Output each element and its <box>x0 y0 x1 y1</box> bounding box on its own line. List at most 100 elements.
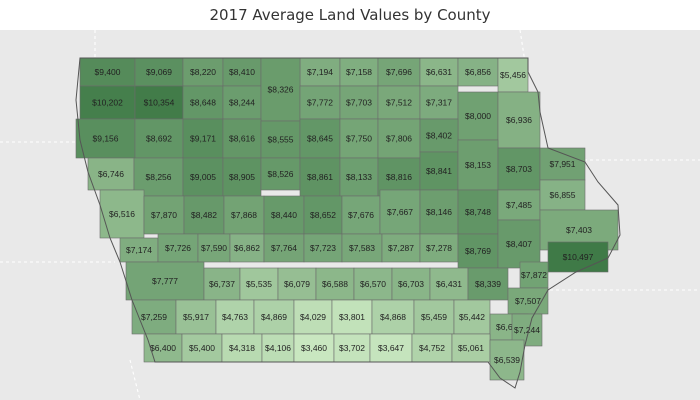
state-border-line <box>129 359 141 400</box>
county-r8c6[interactable] <box>331 299 373 335</box>
county-value-label: $8,905 <box>229 172 255 182</box>
county-value-label: $7,158 <box>346 67 372 77</box>
county-r2c4[interactable] <box>222 85 262 120</box>
county-r6c2[interactable] <box>157 233 199 263</box>
county-value-label: $5,061 <box>458 343 484 353</box>
county-r4c3[interactable] <box>182 157 224 197</box>
county-value-label: $5,442 <box>459 312 485 322</box>
county-r4c10[interactable] <box>457 139 499 191</box>
county-r9c5[interactable] <box>293 333 335 363</box>
county-r4c9[interactable] <box>419 151 459 191</box>
county-r8c7[interactable] <box>371 299 415 335</box>
county-r5c10[interactable] <box>457 189 499 235</box>
county-value-label: $8,748 <box>465 207 491 217</box>
county-r6c11[interactable] <box>497 219 541 269</box>
county-r6c6[interactable] <box>303 233 343 263</box>
county-r6c7[interactable] <box>341 233 383 263</box>
county-r1c1[interactable] <box>79 57 136 87</box>
county-r2c11[interactable] <box>497 91 541 149</box>
county-value-label: $8,648 <box>190 98 216 108</box>
county-value-label: $7,703 <box>346 98 372 108</box>
county-value-label: $7,696 <box>386 67 412 77</box>
county-value-label: $8,555 <box>268 135 294 145</box>
county-value-label: $3,801 <box>339 312 365 322</box>
county-r8c8[interactable] <box>413 299 455 335</box>
county-r5c7[interactable] <box>341 195 381 235</box>
county-r4c4[interactable] <box>222 157 262 197</box>
county-r9c10[interactable] <box>489 339 525 381</box>
county-r1c5[interactable] <box>299 57 341 87</box>
county-r6c13[interactable] <box>519 261 549 289</box>
county-r7c9[interactable] <box>467 267 509 301</box>
county-r1c4[interactable] <box>222 57 262 87</box>
county-r1c9[interactable] <box>457 57 499 87</box>
county-value-label: $8,256 <box>146 172 172 182</box>
county-r7c8[interactable] <box>429 267 469 301</box>
county-r6c8[interactable] <box>381 233 421 263</box>
county-r6c9[interactable] <box>419 233 459 263</box>
county-value-label: $6,696 <box>496 322 522 332</box>
county-value-label: $6,631 <box>426 67 452 77</box>
county-value-label: $9,171 <box>190 134 216 144</box>
county-r2c3[interactable] <box>182 85 224 120</box>
county-r5c9[interactable] <box>419 189 459 235</box>
county-r6c10[interactable] <box>457 233 499 269</box>
county-r9c3[interactable] <box>221 333 263 363</box>
county-value-label: $10,354 <box>144 98 175 108</box>
county-value-label: $7,868 <box>231 210 257 220</box>
county-r3c3[interactable] <box>182 118 224 159</box>
county-value-label: $4,029 <box>300 312 326 322</box>
county-r3c7[interactable] <box>339 118 379 159</box>
county-r6c4[interactable] <box>229 233 265 263</box>
county-r2c5[interactable] <box>260 57 301 122</box>
map-title: 2017 Average Land Values by County <box>0 0 700 30</box>
county-r4c1[interactable] <box>87 157 135 191</box>
county-r5c6[interactable] <box>303 195 343 235</box>
county-r3c1[interactable] <box>75 118 136 159</box>
county-value-label: $4,763 <box>222 312 248 322</box>
county-value-label: $5,459 <box>421 312 447 322</box>
county-value-label: $6,539 <box>494 355 520 365</box>
county-r8c2[interactable] <box>175 299 217 335</box>
county-value-label: $7,870 <box>151 210 177 220</box>
county-r7c1[interactable] <box>125 261 205 301</box>
county-r5c2[interactable] <box>143 195 185 235</box>
county-value-label: $8,703 <box>506 164 532 174</box>
county-r6c12[interactable] <box>547 241 609 273</box>
county-r4c6[interactable] <box>299 157 341 197</box>
county-r5c12[interactable] <box>539 179 586 211</box>
county-r5c11[interactable] <box>497 189 541 221</box>
county-value-label: $9,005 <box>190 172 216 182</box>
county-value-label: $8,153 <box>465 160 491 170</box>
county-value-label: $4,869 <box>261 312 287 322</box>
county-value-label: $7,777 <box>152 276 178 286</box>
county-value-label: $8,402 <box>426 131 452 141</box>
county-value-label: $7,317 <box>426 98 452 108</box>
county-r2c9[interactable] <box>419 85 459 120</box>
county-r2c10[interactable] <box>457 91 499 141</box>
county-r9c7[interactable] <box>369 333 413 363</box>
county-value-label: $6,516 <box>109 209 135 219</box>
county-r5c4[interactable] <box>223 195 265 235</box>
county-value-label: $7,723 <box>310 243 336 253</box>
county-r3c8[interactable] <box>377 118 421 159</box>
county-r2c6[interactable] <box>299 85 341 120</box>
state-outline <box>75 57 621 389</box>
county-r2c1[interactable] <box>79 85 136 120</box>
county-r1c2[interactable] <box>134 57 184 87</box>
county-r7c5[interactable] <box>315 267 355 301</box>
county-value-label: $7,951 <box>550 159 576 169</box>
county-value-label: $5,456 <box>500 70 526 80</box>
county-r3c4[interactable] <box>222 118 262 159</box>
county-r4c8[interactable] <box>377 157 421 197</box>
county-r9c9[interactable] <box>451 333 491 363</box>
county-value-label: $3,702 <box>339 343 365 353</box>
county-r2c8[interactable] <box>377 85 421 120</box>
county-r2c2[interactable] <box>134 85 184 120</box>
county-r6c3[interactable] <box>197 233 231 263</box>
county-value-label: $7,726 <box>165 243 191 253</box>
county-r1c10[interactable] <box>497 57 529 93</box>
county-value-label: $7,872 <box>521 270 547 280</box>
county-value-label: $7,194 <box>307 67 333 77</box>
